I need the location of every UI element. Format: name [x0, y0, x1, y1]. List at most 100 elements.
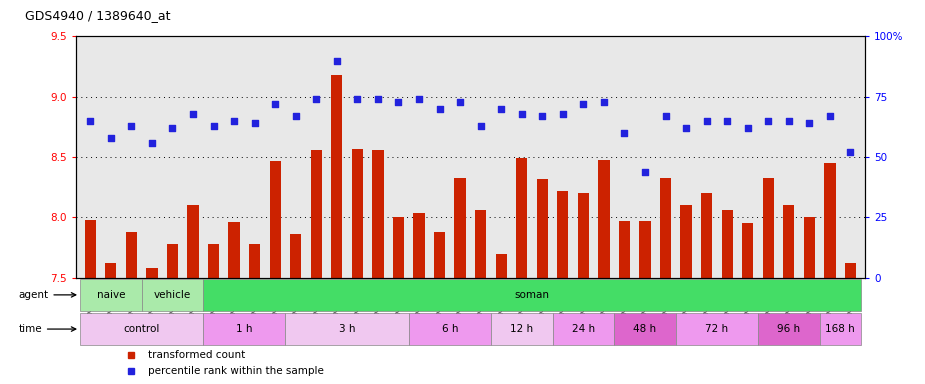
Point: [802, 120, 817, 126]
Text: transformed count: transformed count: [148, 349, 246, 359]
Bar: [146, 268, 157, 278]
Bar: [598, 159, 610, 278]
Point: [637, 169, 652, 175]
Bar: [845, 263, 857, 278]
Bar: [454, 178, 466, 278]
Bar: [475, 210, 487, 278]
Point: [576, 101, 591, 107]
Bar: [536, 179, 548, 278]
Point: [329, 58, 344, 64]
Text: time: time: [18, 324, 76, 334]
Point: [309, 96, 324, 102]
Point: [124, 123, 139, 129]
Point: [83, 118, 98, 124]
Bar: [228, 222, 240, 278]
Text: 72 h: 72 h: [706, 324, 729, 334]
Point: [597, 99, 611, 105]
Bar: [208, 244, 219, 278]
Point: [247, 120, 262, 126]
Bar: [516, 158, 527, 278]
Text: control: control: [123, 324, 160, 334]
Text: 24 h: 24 h: [572, 324, 595, 334]
Point: [391, 99, 406, 105]
Bar: [722, 210, 733, 278]
Bar: [290, 234, 302, 278]
Bar: [783, 205, 795, 278]
Bar: [496, 254, 507, 278]
Bar: [413, 213, 425, 278]
Bar: [681, 205, 692, 278]
Text: 96 h: 96 h: [777, 324, 800, 334]
Bar: [762, 178, 774, 278]
Bar: [557, 191, 569, 278]
Bar: [660, 178, 672, 278]
Point: [679, 125, 694, 131]
Bar: [820, 313, 861, 345]
Bar: [142, 279, 204, 311]
Text: 48 h: 48 h: [634, 324, 657, 334]
Bar: [188, 205, 199, 278]
Bar: [311, 150, 322, 278]
Bar: [552, 313, 614, 345]
Text: soman: soman: [514, 290, 549, 300]
Text: 168 h: 168 h: [825, 324, 855, 334]
Point: [412, 96, 426, 102]
Point: [843, 149, 857, 156]
Bar: [286, 313, 409, 345]
Point: [535, 113, 549, 119]
Point: [165, 125, 179, 131]
Text: 12 h: 12 h: [511, 324, 534, 334]
Bar: [614, 313, 676, 345]
Point: [267, 101, 282, 107]
Bar: [639, 221, 650, 278]
Text: agent: agent: [18, 290, 76, 300]
Point: [782, 118, 796, 124]
Text: GDS4940 / 1389640_at: GDS4940 / 1389640_at: [25, 9, 170, 22]
Bar: [742, 223, 753, 278]
Bar: [249, 244, 260, 278]
Bar: [372, 150, 384, 278]
Bar: [352, 149, 363, 278]
Point: [371, 96, 386, 102]
Point: [699, 118, 714, 124]
Text: 3 h: 3 h: [339, 324, 355, 334]
Text: vehicle: vehicle: [154, 290, 191, 300]
Bar: [676, 313, 758, 345]
Bar: [80, 313, 204, 345]
Point: [206, 123, 221, 129]
Point: [514, 111, 529, 117]
Bar: [393, 217, 404, 278]
Bar: [701, 193, 712, 278]
Point: [104, 135, 118, 141]
Bar: [409, 313, 491, 345]
Bar: [126, 232, 137, 278]
Bar: [84, 220, 96, 278]
Point: [761, 118, 776, 124]
Bar: [80, 279, 142, 311]
Bar: [105, 263, 117, 278]
Text: 1 h: 1 h: [236, 324, 253, 334]
Point: [452, 99, 467, 105]
Point: [720, 118, 734, 124]
Bar: [166, 244, 179, 278]
Point: [740, 125, 755, 131]
Bar: [434, 232, 445, 278]
Bar: [578, 193, 589, 278]
Bar: [824, 163, 835, 278]
Point: [659, 113, 673, 119]
Point: [474, 123, 488, 129]
Point: [494, 106, 509, 112]
Point: [617, 130, 632, 136]
Point: [555, 111, 570, 117]
Point: [186, 111, 201, 117]
Point: [227, 118, 241, 124]
Point: [289, 113, 303, 119]
Point: [432, 106, 447, 112]
Text: 6 h: 6 h: [441, 324, 458, 334]
Bar: [804, 217, 815, 278]
Bar: [269, 161, 281, 278]
Point: [350, 96, 364, 102]
Bar: [331, 75, 342, 278]
Bar: [758, 313, 820, 345]
Text: naive: naive: [96, 290, 125, 300]
